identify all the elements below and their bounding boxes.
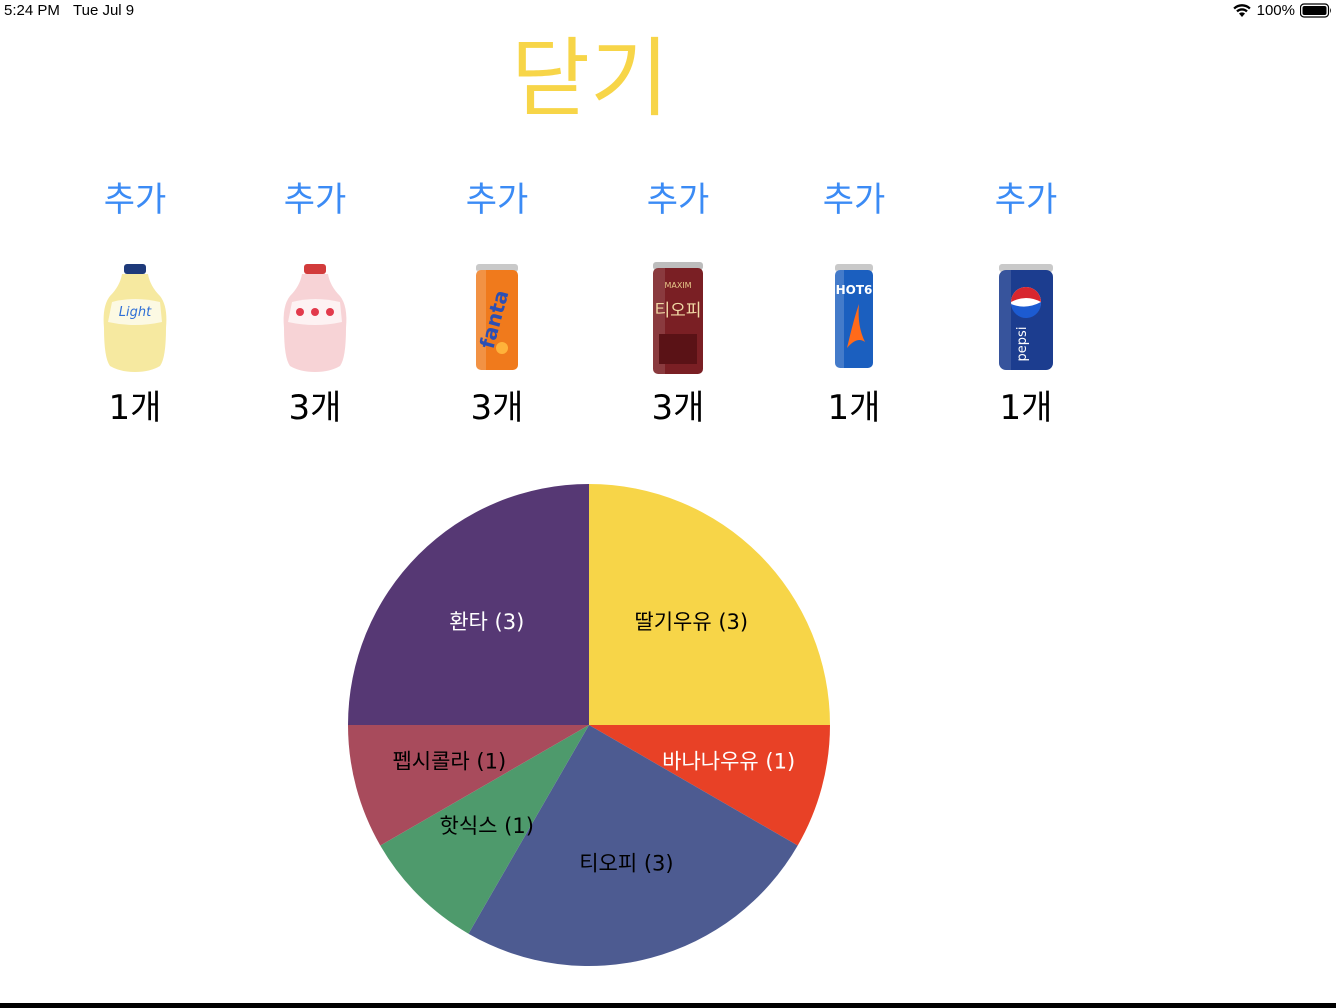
pie-slice	[589, 484, 830, 725]
product-count: 1개	[999, 388, 1053, 428]
add-button[interactable]: 추가	[284, 175, 347, 225]
banana-milk-bottle-image: Light	[103, 264, 167, 372]
product-pepsi: 추가 pepsi 1개	[966, 175, 1086, 430]
product-count: 1개	[108, 388, 162, 428]
fanta-can-image: fanta	[475, 264, 518, 370]
add-button[interactable]: 추가	[104, 175, 167, 225]
svg-text:MAXIM: MAXIM	[664, 281, 691, 290]
product-count: 3개	[470, 388, 524, 428]
add-button[interactable]: 추가	[647, 175, 710, 225]
status-date: Tue Jul 9	[73, 2, 135, 19]
product-count: 3개	[651, 388, 705, 428]
product-count: 3개	[288, 388, 342, 428]
svg-text:티오피: 티오피	[655, 301, 702, 321]
status-time: 5:24 PM	[4, 2, 60, 19]
pie-slice-label: 딸기우유 (3)	[634, 610, 748, 634]
status-indicators: 100%	[1232, 2, 1332, 19]
wifi-icon	[1232, 3, 1252, 18]
pie-slice-label: 바나나우유 (1)	[662, 749, 795, 773]
pepsi-can-image: pepsi	[999, 264, 1053, 370]
top-coffee-can-image: MAXIM 티오피	[653, 262, 703, 374]
product-count: 1개	[827, 388, 881, 428]
strawberry-milk-bottle-image	[283, 264, 347, 372]
pie-slice-label: 핫식스 (1)	[440, 814, 534, 838]
pie-slice	[348, 484, 589, 725]
battery-percent: 100%	[1256, 2, 1295, 19]
pie-slice	[348, 725, 589, 846]
add-button[interactable]: 추가	[995, 175, 1058, 225]
product-banana-milk: 추가 Light 1개	[75, 175, 195, 430]
hot6-can-image: HOT6	[835, 264, 873, 368]
status-bar: 5:24 PM Tue Jul 9 100%	[0, 0, 1336, 22]
pie-slice-label: 펩시콜라 (1)	[392, 749, 506, 773]
pie-slice-label: 환타 (3)	[449, 610, 524, 634]
product-fanta: 추가 fanta 3개	[437, 175, 557, 430]
pie-chart: 딸기우유 (3) 바나나우유 (1) 티오피 (3) 핫식스 (1) 펩시콜라 (1) 환…	[346, 482, 832, 968]
pie-slice-label: 티오피 (3)	[579, 852, 673, 876]
battery-icon	[1300, 3, 1332, 18]
pie-slice	[468, 725, 798, 966]
add-button[interactable]: 추가	[466, 175, 529, 225]
add-button[interactable]: 추가	[823, 175, 886, 225]
svg-text:Light: Light	[119, 305, 152, 320]
close-button[interactable]: 닫기	[510, 29, 670, 129]
product-top-coffee: 추가 MAXIM 티오피 3개	[618, 175, 738, 430]
pie-slice	[589, 725, 830, 846]
product-hot6: 추가 HOT6 1개	[794, 175, 914, 430]
pie-slice	[380, 725, 589, 934]
svg-text:pepsi: pepsi	[1015, 327, 1030, 362]
bottom-bar	[0, 1003, 1336, 1008]
product-strawberry-milk: 추가 3개	[255, 175, 375, 430]
svg-text:HOT6: HOT6	[836, 283, 873, 297]
